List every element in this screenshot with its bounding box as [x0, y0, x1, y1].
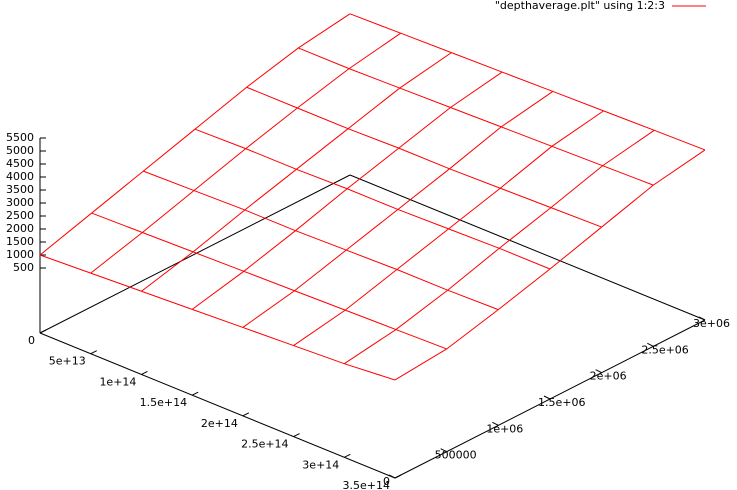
x-tick [39, 329, 47, 334]
legend-label: "depthaverage.plt" using 1:2:3 [495, 0, 665, 12]
y-tick-label: 2e+06 [590, 370, 627, 383]
y-tick-label: 3e+06 [693, 317, 730, 330]
mesh-line [194, 128, 551, 270]
mesh-line [349, 13, 706, 151]
x-tick [344, 453, 351, 458]
y-tick [647, 342, 654, 347]
x-tick-label: 2e+14 [201, 417, 238, 430]
z-tick-label: 500 [13, 261, 34, 274]
mesh-line [293, 110, 604, 346]
back-edge [349, 174, 706, 321]
x-tick [293, 433, 300, 438]
x-tick-label: 3.5e+14 [343, 479, 390, 490]
y-tick [388, 474, 396, 479]
z-tick-label: 2000 [6, 222, 34, 235]
x-tick-label: 1e+14 [99, 375, 136, 388]
x-tick-label: 0 [28, 334, 35, 347]
mesh-line [191, 71, 503, 310]
y-tick [492, 421, 499, 426]
z-tick-label: 5500 [6, 131, 34, 144]
mesh-line [344, 129, 655, 365]
x-tick [191, 391, 199, 396]
y-tick-label: 1.5e+06 [538, 396, 585, 409]
z-tick-label: 4000 [6, 170, 34, 183]
y-tick-label: 2.5e+06 [641, 343, 688, 356]
z-tick-label: 3000 [6, 196, 34, 209]
mesh-line [298, 47, 654, 186]
y-tick-label: 500000 [435, 449, 477, 462]
x-tick-label: 1.5e+14 [140, 396, 187, 409]
x-tick [141, 370, 148, 375]
z-tick-label: 4500 [6, 157, 34, 170]
x-tick-label: 2.5e+14 [241, 438, 288, 451]
y-tick-label: 1e+06 [486, 422, 523, 435]
mesh-line [91, 212, 447, 350]
x-tick [242, 412, 250, 417]
mesh-line [39, 254, 396, 381]
x-tick [90, 350, 97, 355]
y-tick [698, 316, 706, 321]
mesh-line [141, 52, 452, 292]
mesh-line [143, 170, 499, 311]
y-tick-label: 0 [383, 475, 390, 488]
x-axis [39, 332, 396, 479]
y-tick [543, 395, 551, 400]
z-tick-label: 2500 [6, 209, 34, 222]
x-tick-label: 5e+13 [49, 355, 86, 368]
y-tick [595, 369, 602, 374]
z-tick-label: 1000 [6, 248, 34, 261]
z-tick-label: 1500 [6, 235, 34, 248]
left-edge [39, 174, 351, 334]
x-tick-label: 3e+14 [302, 458, 339, 471]
mesh-line [90, 32, 401, 274]
x-tick [394, 474, 402, 479]
mesh-line [246, 86, 602, 228]
z-tick-label: 3500 [6, 183, 34, 196]
y-tick [440, 448, 447, 453]
z-tick-label: 5000 [6, 144, 34, 157]
